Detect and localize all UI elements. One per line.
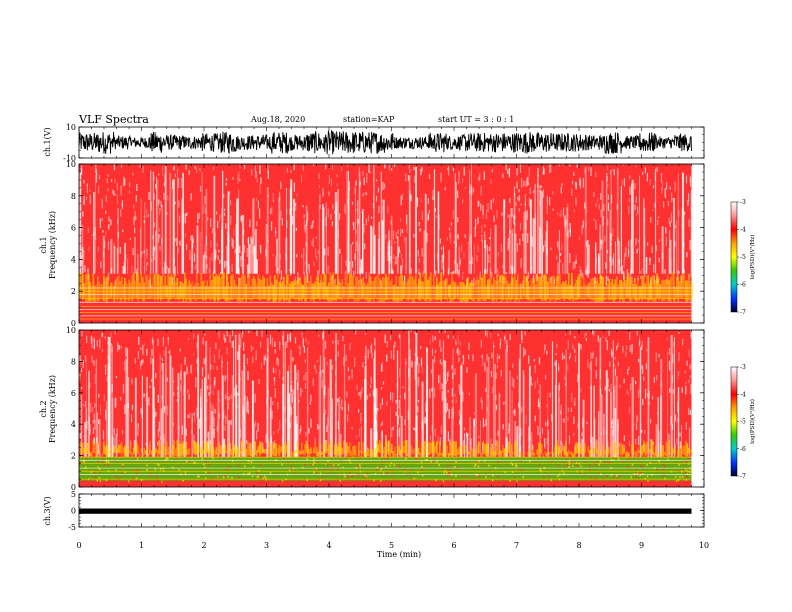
- colorbar-label: log(PSD)(V²/Hz): [749, 235, 756, 280]
- y-tick-label: 4: [71, 420, 76, 429]
- y-tick-label: 10: [66, 326, 76, 335]
- y-tick-label: 10: [66, 123, 76, 132]
- colorbar-tick-label: -5: [740, 254, 746, 261]
- y-tick-label: -5: [68, 523, 76, 532]
- x-tick-label: 7: [514, 541, 519, 550]
- ch1-spec-ylabel-line1: ch.1: [39, 236, 48, 253]
- narrowband-lines: [79, 287, 692, 320]
- colorbar-tick-label: -7: [740, 473, 746, 480]
- x-tick-label: 3: [264, 541, 269, 550]
- colorbar-tick-label: -7: [740, 309, 746, 316]
- start-time-label: start UT = 3 : 0 : 1: [438, 115, 514, 124]
- y-tick-label: 6: [71, 389, 76, 398]
- spectrogram-striations: [79, 164, 693, 274]
- date-label: Aug.18, 2020: [250, 115, 305, 124]
- colorbar-scale: [730, 366, 738, 477]
- x-tick-label: 9: [639, 541, 644, 550]
- ch1-spec-ylabel: ch.1 Frequency (kHz): [39, 211, 57, 279]
- y-tick-label: 2: [71, 452, 76, 461]
- x-tick-label: 8: [576, 541, 581, 550]
- narrowband-lines: [79, 456, 692, 480]
- x-tick-label: 5: [389, 541, 394, 550]
- ch2-spec-ylabel-line1: ch.2: [39, 400, 48, 417]
- x-tick-label: 4: [326, 541, 331, 550]
- y-tick-label: 2: [71, 287, 76, 296]
- ch1-spectrogram-panel: 0 2 4 6 8 10: [66, 160, 705, 328]
- x-tick-label: 2: [201, 541, 206, 550]
- y-tick-label: 0: [71, 507, 76, 516]
- ch1-trace: [78, 129, 692, 155]
- colorbar-tick-label: -4: [740, 391, 746, 398]
- y-tick-label: 8: [71, 192, 76, 201]
- ch2-spec-ylabel: ch.2 Frequency (kHz): [39, 375, 57, 443]
- x-axis-label: Time (min): [377, 550, 421, 559]
- colorbar-tick-label: -3: [740, 364, 746, 371]
- ch2-spec-ylabel-line2: Frequency (kHz): [48, 375, 57, 443]
- y-tick-label: 0: [71, 483, 76, 492]
- ch3-trace: [79, 508, 692, 514]
- y-tick-label: 6: [71, 224, 76, 233]
- yellow-band: [79, 439, 693, 458]
- y-tick-label: 8: [71, 357, 76, 366]
- colorbar-tick-label: -6: [740, 282, 746, 289]
- colorbar-tick-label: -6: [740, 446, 746, 453]
- x-tick-label: 10: [699, 541, 709, 550]
- ch2-colorbar: -3 -4 -5 -6 -7 log(PSD)(V²/Hz): [730, 364, 756, 480]
- colorbar-label: log(PSD)(V²/Hz): [749, 399, 756, 444]
- colorbar-tick-label: -3: [740, 199, 746, 206]
- spectrogram-striations: [80, 330, 691, 458]
- x-tick-label: 0: [76, 541, 81, 550]
- time-axis: 0 1 2 3 4 5 6 7 8 9 10: [76, 541, 709, 550]
- x-tick-label: 1: [139, 541, 144, 550]
- y-tick-label: 4: [71, 255, 76, 264]
- station-label: station=KAP: [343, 115, 395, 124]
- ch2-spectrogram-panel: 0 2 4 6 8 10: [66, 326, 705, 492]
- chart-title: VLF Spectra: [78, 113, 149, 126]
- colorbar-scale: [730, 201, 738, 313]
- y-tick-label: 0: [71, 319, 76, 328]
- ch3-ylabel: ch.3(V): [43, 496, 52, 525]
- colorbar-tick-label: -5: [740, 419, 746, 426]
- ch1-waveform-panel: 10 -10: [63, 123, 705, 163]
- colorbar-tick-label: -4: [740, 227, 746, 234]
- ch3-waveform-panel: 5 0 -5: [68, 490, 705, 532]
- y-tick-label: 10: [66, 160, 76, 169]
- ch1-colorbar: -3 -4 -5 -6 -7 log(PSD)(V²/Hz): [730, 199, 756, 316]
- y-tick-label: 5: [71, 490, 76, 499]
- ch1-ylabel: ch.1(V): [43, 127, 52, 156]
- y-tick-label: -10: [63, 154, 76, 163]
- x-tick-label: 6: [451, 541, 456, 550]
- ch1-spec-ylabel-line2: Frequency (kHz): [48, 211, 57, 279]
